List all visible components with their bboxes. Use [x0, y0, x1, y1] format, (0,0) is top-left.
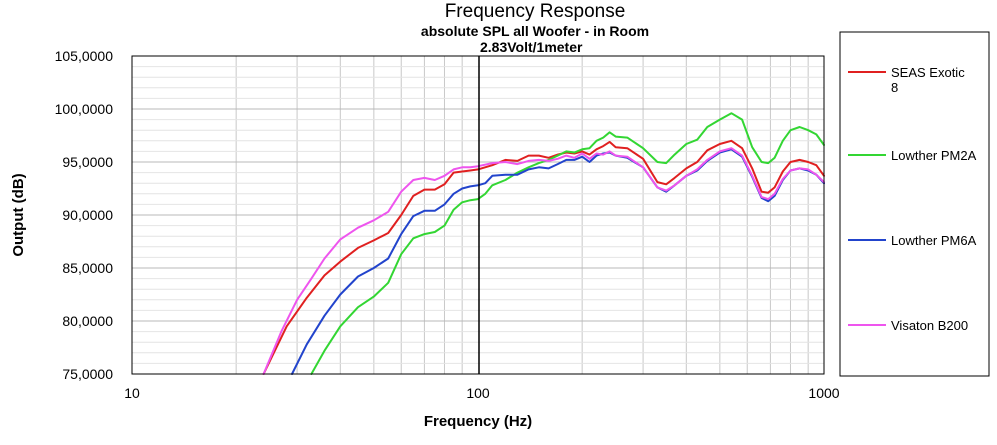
y-tick-label: 75,0000	[62, 366, 113, 382]
chart-subtitle: absolute SPL all Woofer - in Room	[421, 23, 649, 39]
y-tick-label: 80,0000	[62, 313, 113, 329]
y-tick-labels: 75,0000 80,0000 85,0000 90,0000 95,0000 100,0…	[55, 48, 114, 382]
y-tick-label: 95,0000	[62, 154, 113, 170]
legend: SEAS Exotic 8 Lowther PM2A Lowther PM6A Visa…	[848, 65, 977, 333]
x-tick-label: 1000	[808, 385, 839, 401]
chart-title: Frequency Response	[445, 1, 626, 22]
grid	[132, 56, 824, 374]
series-line	[310, 112, 825, 375]
y-axis-label: Output (dB)	[10, 173, 27, 256]
legend-entry: Lowther PM2A	[891, 148, 977, 163]
series-line	[262, 139, 825, 375]
chart-annotation: 2.83Volt/1meter	[480, 39, 583, 55]
x-tick-labels: 10 100 1000	[124, 385, 840, 401]
y-tick-label: 105,0000	[55, 48, 114, 64]
legend-box	[839, 31, 990, 377]
y-tick-label: 85,0000	[62, 260, 113, 276]
y-tick-label: 100,0000	[55, 101, 114, 117]
x-tick-label: 10	[124, 385, 140, 401]
legend-entry: SEAS Exotic 8	[891, 65, 965, 95]
series-line	[262, 147, 825, 375]
y-tick-label: 90,0000	[62, 207, 113, 223]
legend-entry: Visaton B200	[891, 318, 968, 333]
series-lines	[262, 112, 825, 375]
x-axis-label: Frequency (Hz)	[424, 413, 532, 430]
x-tick-label: 100	[466, 385, 490, 401]
legend-entry: Lowther PM6A	[891, 233, 977, 248]
plot-area-frame	[131, 55, 825, 375]
